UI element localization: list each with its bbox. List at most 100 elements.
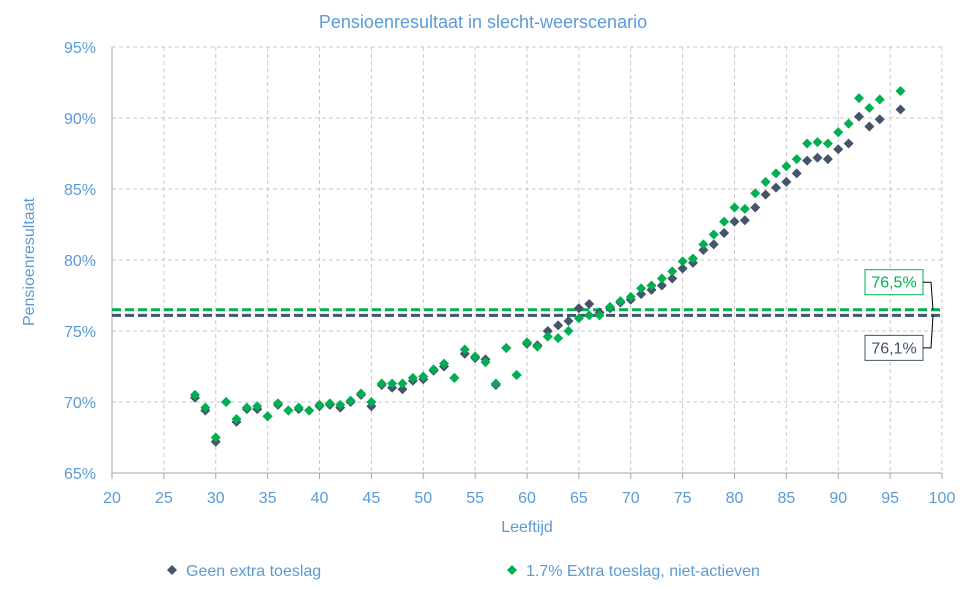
data-point — [854, 111, 864, 122]
legend-item: 1.7% Extra toeslag, niet-actieven — [507, 563, 760, 580]
x-tick-label: 50 — [414, 490, 432, 507]
data-point — [542, 331, 553, 342]
data-point — [439, 358, 449, 369]
data-point — [542, 326, 553, 336]
legend: Geen extra toeslag 1.7% Extra toeslag, ni… — [167, 563, 760, 580]
data-point — [605, 301, 615, 312]
data-point — [843, 138, 854, 149]
y-tick-label: 70% — [64, 395, 96, 412]
data-point — [719, 216, 730, 227]
axis-labels: 65% 70% 75% 80% 85% 90% 95% 20 25 30 35 40 45 50 55 60 6… — [64, 40, 955, 507]
x-tick-label: 95 — [881, 490, 899, 507]
data-point — [522, 337, 532, 348]
data-point — [501, 343, 512, 354]
data-point — [480, 357, 491, 368]
data-point — [677, 263, 688, 274]
data-point — [221, 397, 232, 407]
x-tick-label: 55 — [466, 490, 484, 507]
data-point — [490, 378, 501, 389]
y-tick-label: 80% — [64, 253, 96, 270]
data-point — [314, 399, 325, 410]
data-point — [646, 280, 657, 291]
reference-label: 76,1% — [871, 340, 916, 357]
data-points — [190, 86, 906, 447]
data-point — [345, 395, 356, 406]
data-point — [636, 289, 647, 300]
data-point — [262, 411, 273, 422]
y-tick-label: 95% — [64, 40, 96, 57]
data-point — [470, 351, 481, 362]
x-tick-label: 40 — [311, 490, 329, 507]
data-point — [667, 273, 678, 284]
data-point — [760, 176, 771, 187]
data-point — [293, 402, 304, 413]
data-point — [864, 121, 875, 132]
data-point — [812, 152, 823, 163]
data-point — [231, 414, 242, 425]
data-point — [584, 299, 595, 310]
x-tick-label: 70 — [622, 490, 640, 507]
data-point — [708, 239, 719, 250]
data-point — [874, 114, 885, 125]
data-point — [615, 296, 626, 307]
data-point — [708, 229, 719, 240]
x-tick-label: 60 — [518, 490, 536, 507]
data-point — [833, 127, 844, 138]
data-point — [190, 389, 200, 400]
data-point — [822, 154, 833, 165]
x-tick-label: 100 — [929, 490, 956, 507]
y-tick-label: 85% — [64, 182, 96, 199]
data-point — [584, 310, 595, 321]
data-point — [791, 168, 802, 179]
data-point — [356, 388, 366, 399]
data-point — [273, 398, 283, 409]
data-point — [750, 188, 761, 199]
data-point — [698, 245, 709, 256]
x-tick-label: 25 — [155, 490, 173, 507]
data-point — [573, 303, 584, 314]
legend-label: 1.7% Extra toeslag, niet-actieven — [526, 563, 760, 580]
data-point — [771, 168, 781, 179]
data-point — [304, 405, 315, 416]
y-tick-label: 65% — [64, 466, 96, 483]
x-tick-label: 65 — [570, 490, 588, 507]
data-point — [698, 239, 709, 250]
data-point — [553, 333, 564, 344]
data-point — [739, 203, 750, 214]
x-tick-label: 85 — [777, 490, 795, 507]
data-point — [563, 316, 574, 327]
data-point — [283, 405, 294, 416]
y-tick-label: 75% — [64, 324, 96, 341]
reference-label-box — [864, 334, 924, 361]
data-point — [376, 378, 387, 389]
x-axis-title: Leeftijd — [501, 519, 553, 536]
data-point — [791, 154, 802, 165]
data-point — [833, 144, 844, 155]
x-tick-label: 90 — [829, 490, 847, 507]
data-point — [874, 94, 885, 105]
data-point — [459, 344, 470, 355]
data-point — [802, 155, 813, 166]
reference-label: 76,5% — [871, 275, 916, 292]
legend-marker — [507, 565, 517, 575]
data-point — [252, 401, 263, 412]
data-point — [636, 283, 647, 294]
data-point — [324, 398, 335, 409]
data-point — [397, 378, 408, 389]
data-point — [688, 253, 698, 264]
data-point — [771, 182, 781, 193]
data-point — [895, 104, 906, 115]
data-point — [407, 372, 418, 383]
data-point — [241, 402, 252, 413]
data-point — [656, 273, 667, 284]
x-tick-label: 45 — [362, 490, 380, 507]
data-point — [719, 228, 730, 239]
data-point — [200, 402, 211, 413]
reference-lines: 76,5% 76,1% — [112, 269, 942, 361]
data-point — [781, 161, 792, 172]
data-point — [428, 364, 439, 375]
y-tick-label: 90% — [64, 111, 96, 128]
data-point — [895, 86, 906, 97]
